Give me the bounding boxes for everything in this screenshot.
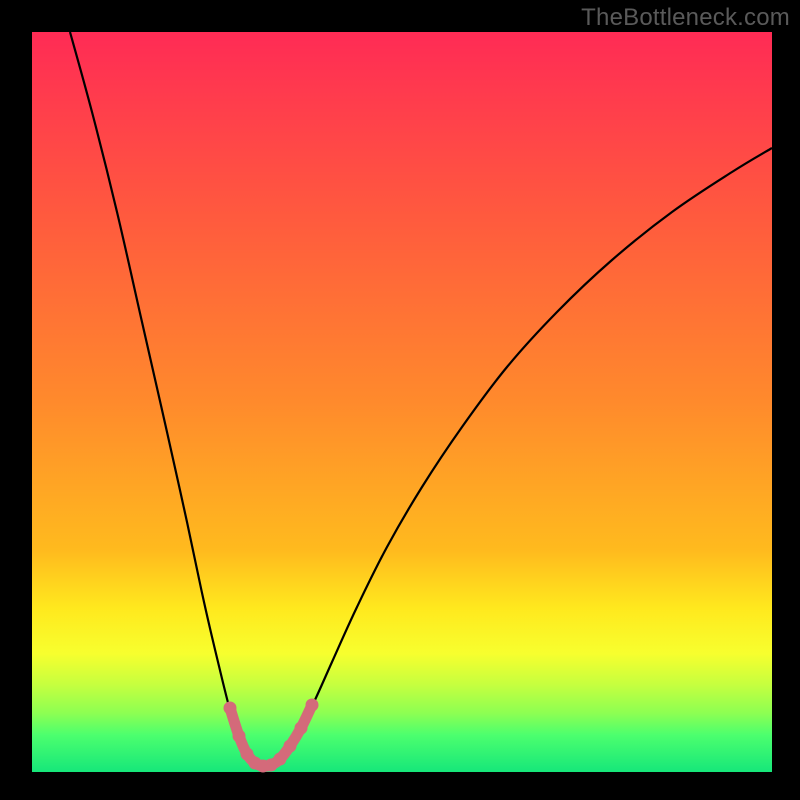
bottleneck-curve — [70, 32, 772, 766]
marker-dot — [224, 702, 237, 715]
chart-svg — [0, 0, 800, 800]
marker-dot — [295, 722, 308, 735]
marker-dot — [233, 730, 246, 743]
marker-dot — [284, 740, 297, 753]
marker-dot — [274, 753, 287, 766]
marker-dot — [306, 699, 319, 712]
